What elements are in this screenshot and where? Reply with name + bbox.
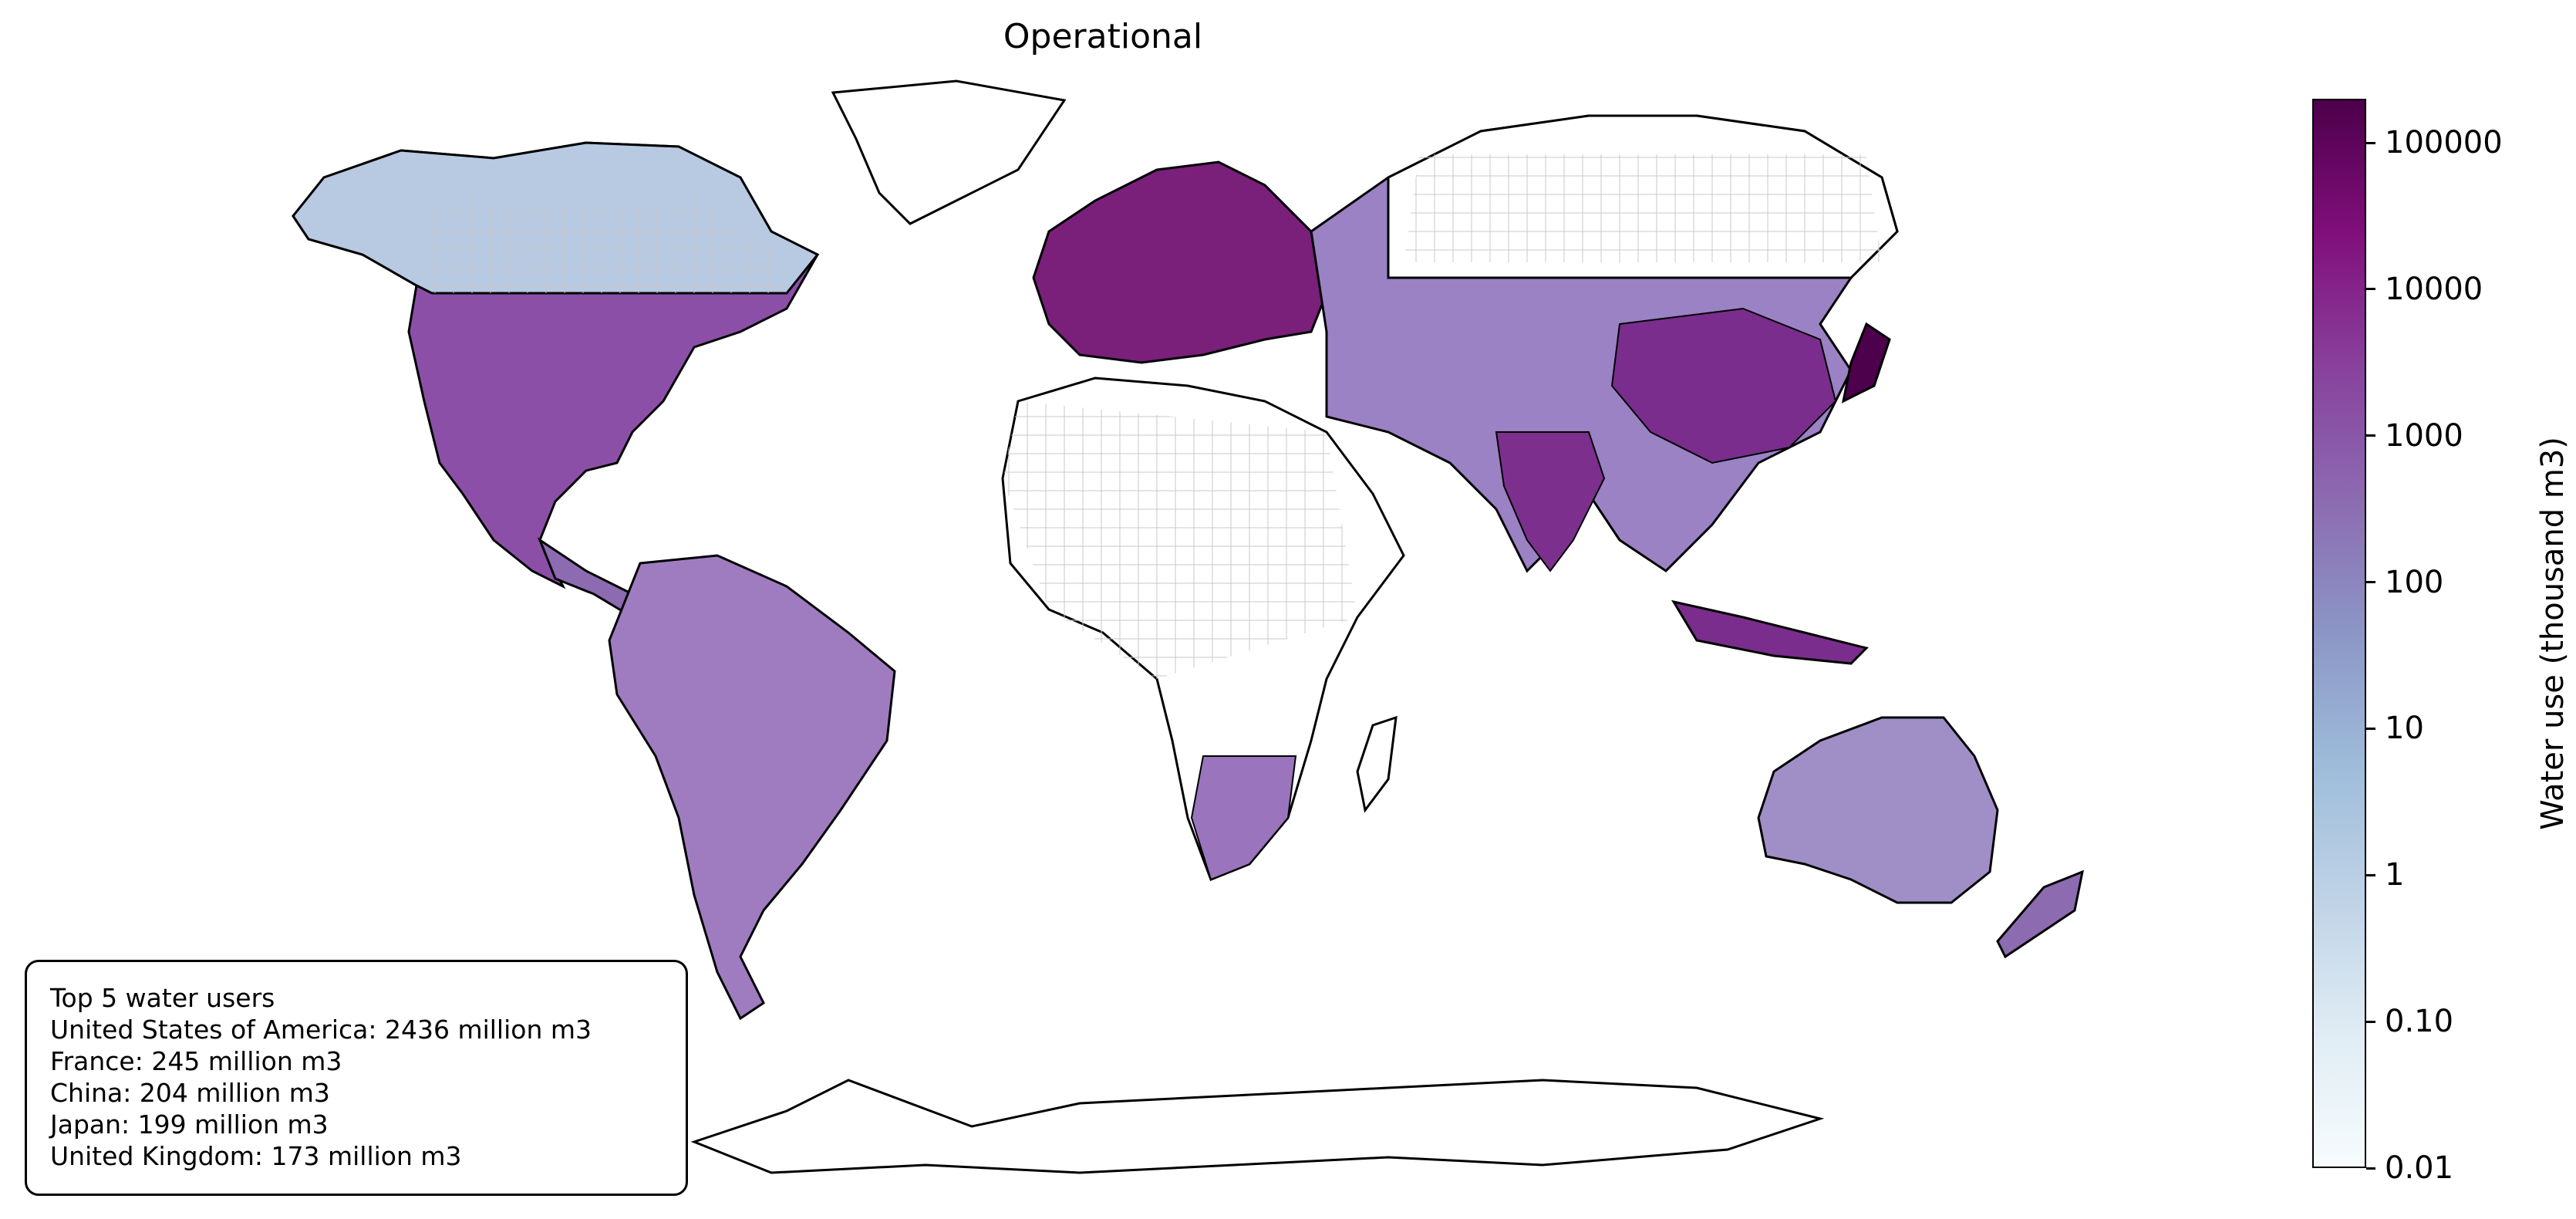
region-japan (1841, 322, 1891, 404)
colorbar-tick-mark (2366, 581, 2375, 584)
colorbar-tick-label: 0.10 (2385, 1004, 2454, 1040)
colorbar-tick-mark (2366, 1020, 2375, 1023)
region-madagascar (1356, 715, 1398, 813)
region-antarctica (690, 1079, 1825, 1174)
colorbar-tick-mark (2366, 873, 2375, 876)
legend-entry-uk: United Kingdom: 173 million m3 (50, 1141, 462, 1171)
colorbar-tick-mark (2366, 434, 2375, 437)
legend-heading: Top 5 water users (50, 983, 275, 1013)
colorbar-tick-mark (2366, 1167, 2375, 1170)
map-title: Operational (1003, 17, 1203, 56)
region-indonesia (1671, 599, 1869, 665)
colorbar (2312, 99, 2366, 1168)
colorbar-tick-label: 100 (2385, 564, 2444, 600)
colorbar-tick-label: 1 (2385, 857, 2405, 893)
region-southern-africa (1190, 755, 1297, 881)
colorbar-tick-label: 10 (2385, 711, 2424, 747)
colorbar-tick-mark (2366, 141, 2375, 144)
top-users-legend: Top 5 water users United States of Ameri… (25, 960, 688, 1196)
colorbar-tick-label: 0.01 (2385, 1150, 2454, 1186)
legend-entry-usa: United States of America: 2436 million m… (50, 1015, 592, 1045)
colorbar-label: Water use (thousand m3) (2535, 437, 2571, 830)
colorbar-tick-label: 10000 (2385, 271, 2483, 307)
siberia-grid (1404, 154, 1882, 262)
region-new-zealand (1996, 870, 2085, 959)
colorbar-tick-mark (2366, 288, 2375, 291)
region-china (1610, 307, 1837, 464)
region-australia (1757, 716, 1999, 904)
region-south-america (608, 554, 896, 1021)
colorbar-tick-label: 100000 (2385, 125, 2503, 161)
region-europe (1032, 160, 1328, 364)
region-greenland (831, 79, 1067, 225)
legend-entry-japan: Japan: 199 million m3 (50, 1109, 329, 1140)
region-india (1495, 431, 1606, 572)
legend-entry-china: China: 204 million m3 (50, 1078, 330, 1108)
canada-grid (432, 201, 787, 293)
colorbar-tick-mark (2366, 727, 2375, 730)
legend-entry-france: France: 245 million m3 (50, 1046, 342, 1076)
colorbar-tick-label: 1000 (2385, 417, 2463, 454)
africa-grid (1003, 401, 1357, 679)
